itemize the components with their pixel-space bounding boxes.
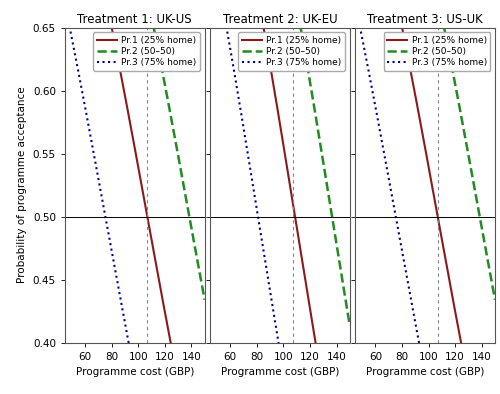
Pr.2 (50–50) xyxy=(347,323,353,328)
Line: Pr.3 (75% home): Pr.3 (75% home) xyxy=(356,4,495,394)
Pr.2 (50–50) xyxy=(308,85,314,90)
Pr.2 (50–50) xyxy=(202,297,207,302)
Pr.2 (50–50) xyxy=(453,87,459,92)
X-axis label: Programme cost (GBP): Programme cost (GBP) xyxy=(366,367,484,377)
Y-axis label: Probability of programme acceptance: Probability of programme acceptance xyxy=(18,87,28,284)
Pr.2 (50–50) xyxy=(295,11,301,15)
Pr.1 (25% home) xyxy=(440,244,446,249)
Pr.1 (25% home) xyxy=(453,314,459,319)
Pr.2 (50–50) xyxy=(492,297,498,302)
Legend: Pr.1 (25% home), Pr.2 (50–50), Pr.3 (75% home): Pr.1 (25% home), Pr.2 (50–50), Pr.3 (75%… xyxy=(93,32,200,71)
Pr.1 (25% home) xyxy=(308,317,314,322)
Legend: Pr.1 (25% home), Pr.2 (50–50), Pr.3 (75% home): Pr.1 (25% home), Pr.2 (50–50), Pr.3 (75%… xyxy=(238,32,346,71)
Pr.1 (25% home) xyxy=(295,233,301,238)
Pr.3 (75% home) xyxy=(369,87,375,92)
Pr.2 (50–50) xyxy=(454,91,460,95)
Pr.1 (25% home) xyxy=(163,314,169,319)
Pr.1 (25% home) xyxy=(164,318,170,323)
Pr.2 (50–50) xyxy=(440,21,446,26)
Pr.1 (25% home) xyxy=(408,69,414,74)
Pr.2 (50–50) xyxy=(164,91,170,95)
Title: Treatment 2: UK-EU: Treatment 2: UK-EU xyxy=(222,13,338,26)
Line: Pr.2 (50–50): Pr.2 (50–50) xyxy=(356,0,495,300)
Pr.2 (50–50) xyxy=(308,89,314,94)
Line: Pr.2 (50–50): Pr.2 (50–50) xyxy=(210,0,350,326)
Pr.3 (75% home) xyxy=(108,243,114,247)
Pr.1 (25% home) xyxy=(398,19,404,24)
Pr.3 (75% home) xyxy=(398,243,404,247)
X-axis label: Programme cost (GBP): Programme cost (GBP) xyxy=(221,367,339,377)
X-axis label: Programme cost (GBP): Programme cost (GBP) xyxy=(76,367,194,377)
Pr.3 (75% home) xyxy=(224,28,230,33)
Line: Pr.2 (50–50): Pr.2 (50–50) xyxy=(65,0,204,300)
Pr.3 (75% home) xyxy=(252,200,258,205)
Line: Pr.1 (25% home): Pr.1 (25% home) xyxy=(356,0,495,394)
Line: Pr.3 (75% home): Pr.3 (75% home) xyxy=(210,0,350,394)
Title: Treatment 1: UK-US: Treatment 1: UK-US xyxy=(78,13,192,26)
Pr.1 (25% home) xyxy=(108,19,114,24)
Pr.2 (50–50) xyxy=(150,21,156,26)
Pr.1 (25% home) xyxy=(308,313,314,318)
Pr.1 (25% home) xyxy=(118,69,124,74)
Pr.3 (75% home) xyxy=(352,2,358,7)
Pr.1 (25% home) xyxy=(262,36,268,41)
Pr.3 (75% home) xyxy=(79,87,85,92)
Pr.3 (75% home) xyxy=(62,2,68,7)
Pr.1 (25% home) xyxy=(150,244,156,249)
Pr.3 (75% home) xyxy=(118,296,124,301)
Legend: Pr.1 (25% home), Pr.2 (50–50), Pr.3 (75% home): Pr.1 (25% home), Pr.2 (50–50), Pr.3 (75%… xyxy=(384,32,490,71)
Pr.2 (50–50) xyxy=(163,87,169,92)
Pr.1 (25% home) xyxy=(454,318,460,323)
Line: Pr.3 (75% home): Pr.3 (75% home) xyxy=(65,4,204,394)
Pr.3 (75% home) xyxy=(262,261,268,266)
Line: Pr.1 (25% home): Pr.1 (25% home) xyxy=(210,0,350,394)
Title: Treatment 3: US-UK: Treatment 3: US-UK xyxy=(368,13,483,26)
Pr.3 (75% home) xyxy=(408,296,414,301)
Line: Pr.1 (25% home): Pr.1 (25% home) xyxy=(65,0,204,394)
